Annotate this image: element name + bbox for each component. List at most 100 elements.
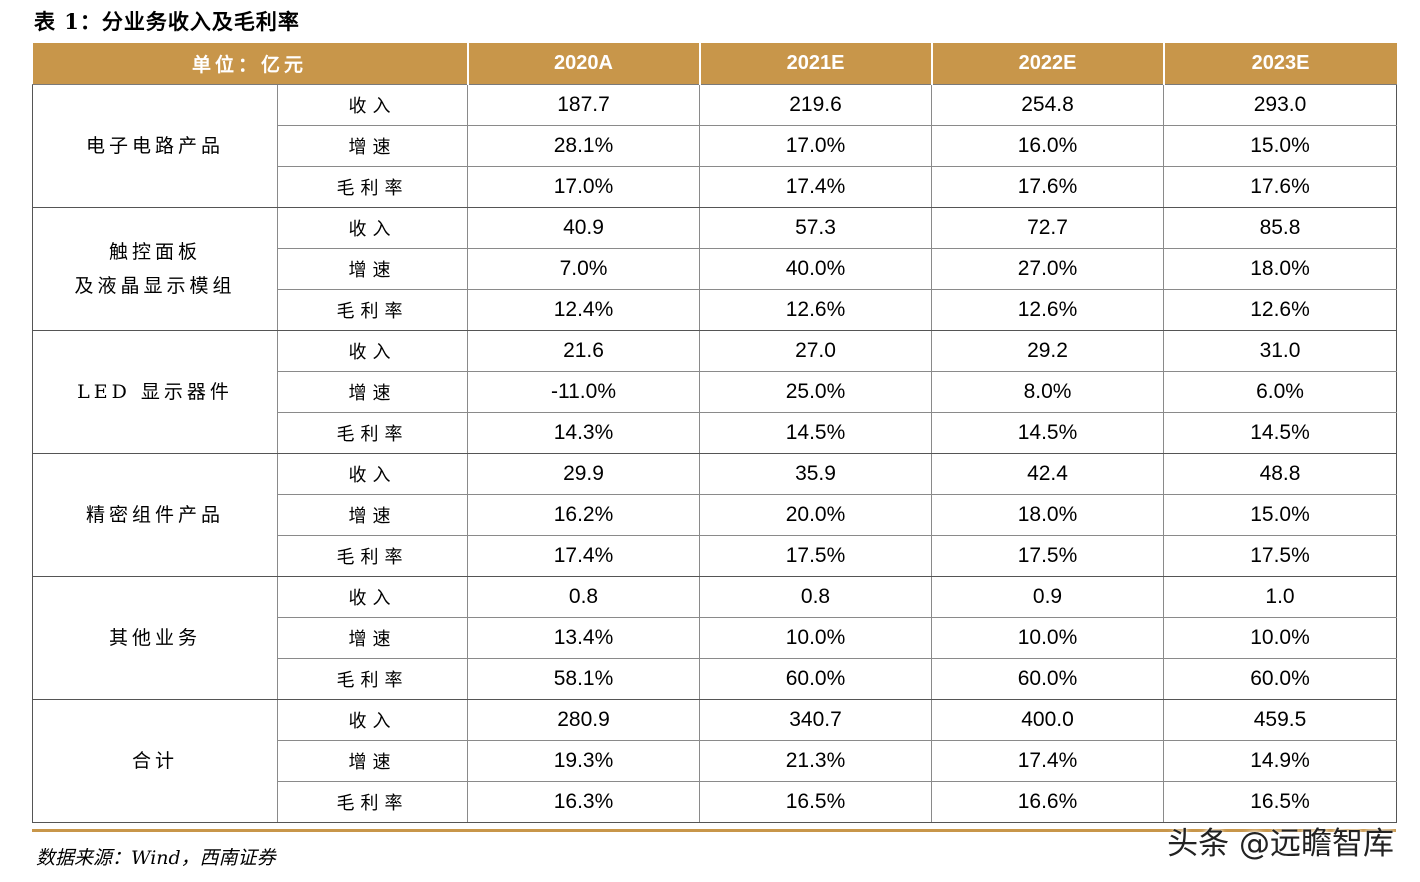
value-cell: 40.0%	[699, 248, 933, 290]
metric-label: 毛利率	[276, 658, 469, 700]
value-cell: 20.0%	[699, 494, 933, 536]
value-cell: 17.6%	[931, 166, 1165, 208]
value-cell: 27.0%	[931, 248, 1165, 290]
segment-name-line: 及液晶显示模组	[74, 275, 236, 297]
value-cell: 219.6	[699, 84, 933, 126]
value-cell: 17.5%	[1163, 535, 1398, 577]
value-cell: 60.0%	[699, 658, 933, 700]
value-cell: 85.8	[1163, 207, 1398, 249]
watermark: 头条 @远瞻智库	[1167, 826, 1394, 862]
metric-label: 毛利率	[276, 412, 469, 454]
value-cell: 27.0	[699, 330, 933, 372]
segment-name-line: LED 显示器件	[77, 381, 233, 403]
value-cell: 254.8	[931, 84, 1165, 126]
value-cell: 12.6%	[699, 289, 933, 331]
table-row: 精密组件产品 收入 29.9 35.9 42.4 48.8	[32, 453, 1398, 577]
metric-label: 收入	[276, 207, 469, 249]
table-row: 毛利率 16.3% 16.5% 16.6% 16.5%	[33, 781, 1398, 823]
metric-label: 增速	[276, 371, 469, 413]
value-cell: 12.6%	[931, 289, 1165, 331]
value-cell: 19.3%	[467, 740, 701, 782]
value-cell: 72.7	[931, 207, 1165, 249]
value-cell: 17.6%	[1163, 166, 1398, 208]
value-cell: 17.0%	[467, 166, 701, 208]
value-cell: 35.9	[699, 453, 933, 495]
table-row: LED 显示器件 收入 21.6 27.0 29.2 31.0	[32, 330, 1398, 454]
table-body: 电子电路产品 收入 187.7 219.6 254.8 293.0 增速 28.1% 17.0%…	[32, 84, 1398, 823]
metric-label: 增速	[276, 494, 469, 536]
financial-table: 单位：亿元 2020A 2021E 2022E 2023E 电子电路产品 收入 18…	[32, 43, 1398, 823]
segment-name-line: 其他业务	[108, 627, 201, 649]
value-cell: 42.4	[931, 453, 1165, 495]
source-note: 数据来源：Wind，西南证券	[36, 847, 276, 869]
value-cell: 0.8	[699, 576, 933, 618]
value-cell: 58.1%	[467, 658, 701, 700]
segment-name-line: 触控面板	[108, 241, 201, 263]
value-cell: 12.4%	[467, 289, 701, 331]
value-cell: 15.0%	[1163, 125, 1398, 167]
table-bottom-rule	[32, 829, 1396, 832]
metric-label: 收入	[276, 453, 469, 495]
table-row: 增速 13.4% 10.0% 10.0% 10.0%	[33, 617, 1398, 659]
value-cell: 400.0	[931, 699, 1165, 741]
value-cell: 1.0	[1163, 576, 1398, 618]
value-cell: 14.9%	[1163, 740, 1398, 782]
value-cell: 17.5%	[699, 535, 933, 577]
segment-name-cell: LED 显示器件	[32, 330, 278, 454]
metric-label: 增速	[276, 125, 469, 167]
value-cell: 16.6%	[931, 781, 1165, 823]
value-cell: 459.5	[1163, 699, 1398, 741]
metric-label: 收入	[276, 699, 469, 741]
value-cell: 293.0	[1163, 84, 1398, 126]
value-cell: 60.0%	[1163, 658, 1398, 700]
value-cell: 0.9	[931, 576, 1165, 618]
value-cell: 29.9	[467, 453, 701, 495]
value-cell: 15.0%	[1163, 494, 1398, 536]
table-row: 触控面板 及液晶显示模组 收入 40.9 57.3 72.7 85.8	[32, 207, 1398, 331]
value-cell: 21.6	[467, 330, 701, 372]
segment-name-line: 合计	[131, 750, 178, 772]
value-cell: 40.9	[467, 207, 701, 249]
value-cell: 12.6%	[1163, 289, 1398, 331]
metric-label: 收入	[276, 576, 469, 618]
table-row: 毛利率 17.0% 17.4% 17.6% 17.6%	[33, 166, 1398, 208]
value-cell: 14.5%	[699, 412, 933, 454]
metric-label: 收入	[276, 330, 469, 372]
segment-name-cell: 合计	[32, 699, 278, 823]
metric-label: 毛利率	[276, 535, 469, 577]
unit-header: 单位：亿元	[32, 43, 469, 85]
value-cell: 280.9	[467, 699, 701, 741]
value-cell: 57.3	[699, 207, 933, 249]
metric-label: 毛利率	[276, 781, 469, 823]
value-cell: 14.5%	[1163, 412, 1398, 454]
metric-label: 增速	[276, 248, 469, 290]
segment-name-line: 电子电路产品	[85, 135, 224, 157]
value-cell: 17.4%	[699, 166, 933, 208]
table-row: 毛利率 14.3% 14.5% 14.5% 14.5%	[33, 412, 1398, 454]
value-cell: 21.3%	[699, 740, 933, 782]
value-cell: 16.0%	[931, 125, 1165, 167]
value-cell: 31.0	[1163, 330, 1398, 372]
value-cell: 14.5%	[931, 412, 1165, 454]
metric-label: 增速	[276, 617, 469, 659]
value-cell: 16.5%	[699, 781, 933, 823]
value-cell: 10.0%	[1163, 617, 1398, 659]
value-cell: 10.0%	[699, 617, 933, 659]
header-row: 单位：亿元 2020A 2021E 2022E 2023E	[32, 43, 1397, 85]
value-cell: 17.4%	[931, 740, 1165, 782]
segment-name-cell: 电子电路产品	[32, 84, 278, 208]
table-row: 合计 收入 280.9 340.7 400.0 459.5	[32, 699, 1398, 823]
year-header: 2023E	[1163, 43, 1397, 85]
year-header: 2022E	[931, 43, 1165, 85]
value-cell: 8.0%	[931, 371, 1165, 413]
metric-label: 增速	[276, 740, 469, 782]
table-row: 毛利率 12.4% 12.6% 12.6% 12.6%	[33, 289, 1398, 331]
value-cell: 13.4%	[467, 617, 701, 659]
table-title: 表 1：分业务收入及毛利率	[34, 9, 300, 34]
metric-label: 毛利率	[276, 289, 469, 331]
value-cell: 16.2%	[467, 494, 701, 536]
segment-name-cell: 其他业务	[32, 576, 278, 700]
segment-name-cell: 触控面板及液晶显示模组	[32, 207, 278, 331]
value-cell: 340.7	[699, 699, 933, 741]
year-header: 2021E	[699, 43, 933, 85]
